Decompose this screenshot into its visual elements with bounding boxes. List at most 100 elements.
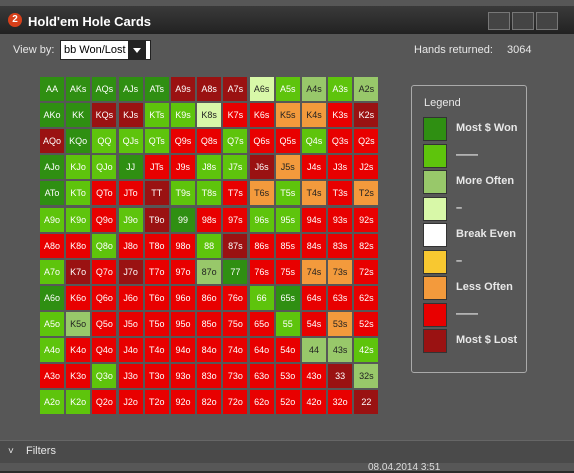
hand-cell[interactable]: J5s [275,155,300,180]
hand-cell[interactable]: QTo [92,181,117,206]
hand-cell[interactable]: 54o [275,338,300,362]
hand-cell[interactable]: 63o [249,364,274,389]
hand-cell[interactable]: 43o [302,364,326,389]
hand-cell[interactable]: 87o [197,259,222,284]
hand-cell[interactable]: K8s [197,103,222,128]
hand-cell[interactable]: 73o [223,364,248,389]
hand-cell[interactable]: ATo [40,181,64,206]
hand-cell[interactable]: 72s [354,259,379,284]
hand-cell[interactable]: Q9o [92,207,117,232]
hand-cell[interactable]: T6s [249,181,274,206]
hand-cell[interactable]: A2o [40,390,64,415]
hand-cell[interactable]: 64s [302,285,326,310]
hand-cell[interactable]: K9s [171,103,195,128]
hand-cell[interactable]: 53o [275,364,300,389]
hand-cell[interactable]: 87s [223,233,248,258]
hand-cell[interactable]: 52s [354,311,379,336]
hand-cell[interactable]: 82o [197,390,222,415]
hand-cell[interactable]: Q4s [302,129,326,154]
hand-cell[interactable]: 65o [249,311,274,336]
hand-cell[interactable]: J2o [118,390,143,415]
hand-cell[interactable]: 98s [197,207,222,232]
hand-cell[interactable]: J3o [118,364,143,389]
hand-cell[interactable]: 64o [249,338,274,362]
hand-cell[interactable]: AKs [66,77,91,101]
dropdown-arrow[interactable] [128,41,146,59]
hand-cell[interactable]: 43s [328,338,353,362]
hand-cell[interactable]: 83o [197,364,222,389]
hand-cell[interactable]: 93s [328,207,353,232]
hand-cell[interactable]: J8s [197,155,222,180]
hand-cell[interactable]: QJs [118,129,143,154]
hand-cell[interactable]: JJ [118,155,143,180]
hand-cell[interactable]: 74s [302,259,326,284]
hand-cell[interactable]: AJo [40,155,64,180]
hand-cell[interactable]: Q7s [223,129,248,154]
hand-cell[interactable]: 44 [302,338,326,362]
hand-cell[interactable]: J3s [328,155,353,180]
hand-cell[interactable]: 92s [354,207,379,232]
hand-cell[interactable]: J6o [118,285,143,310]
hand-cell[interactable]: 32s [354,364,379,389]
hand-cell[interactable]: 83s [328,233,353,258]
hand-cell[interactable]: 52o [275,390,300,415]
hand-cell[interactable]: 72o [223,390,248,415]
hand-cell[interactable]: KJs [118,103,143,128]
hand-cell[interactable]: A9o [40,207,64,232]
hand-cell[interactable]: T4o [144,338,169,362]
hand-cell[interactable]: A5o [40,311,64,336]
filters-bar[interactable]: ˅ Filters [0,440,574,463]
hand-cell[interactable]: KQs [92,103,117,128]
hand-cell[interactable]: T4s [302,181,326,206]
hand-cell[interactable]: QJo [92,155,117,180]
hand-cell[interactable]: K7s [223,103,248,128]
hand-cell[interactable]: 55 [275,311,300,336]
hand-cell[interactable]: 88 [197,233,222,258]
hand-cell[interactable]: AA [40,77,64,101]
hand-cell[interactable]: T7s [223,181,248,206]
hand-cell[interactable]: J2s [354,155,379,180]
hand-cell[interactable]: A3s [328,77,353,101]
hand-cell[interactable]: J7s [223,155,248,180]
hand-cell[interactable]: K2s [354,103,379,128]
hand-cell[interactable]: K6o [66,285,91,310]
hand-cell[interactable]: 96s [249,207,274,232]
hand-cell[interactable]: KJo [66,155,91,180]
hand-cell[interactable]: 82s [354,233,379,258]
hand-cell[interactable]: 53s [328,311,353,336]
hand-cell[interactable]: 86s [249,233,274,258]
hand-cell[interactable]: T5o [144,311,169,336]
hand-cell[interactable]: 62s [354,285,379,310]
hand-cell[interactable]: Q3s [328,129,353,154]
hand-cell[interactable]: J8o [118,233,143,258]
hand-cell[interactable]: K6s [249,103,274,128]
hand-cell[interactable]: Q2o [92,390,117,415]
hand-cell[interactable]: K3o [66,364,91,389]
hand-cell[interactable]: KTo [66,181,91,206]
hand-cell[interactable]: 93o [171,364,195,389]
hand-cell[interactable]: Q8o [92,233,117,258]
hand-cell[interactable]: 76o [223,285,248,310]
hand-cell[interactable]: T9s [171,181,195,206]
hand-cell[interactable]: T2s [354,181,379,206]
hand-cell[interactable]: 73s [328,259,353,284]
hand-cell[interactable]: 85o [197,311,222,336]
hand-cell[interactable]: K9o [66,207,91,232]
hand-cell[interactable]: 92o [171,390,195,415]
close-button[interactable] [536,12,558,30]
hand-cell[interactable]: A8o [40,233,64,258]
hand-cell[interactable]: AQo [40,129,64,154]
hand-cell[interactable]: 75o [223,311,248,336]
hand-cell[interactable]: ATs [144,77,169,101]
hand-cell[interactable]: 98o [171,233,195,258]
hand-cell[interactable]: T3s [328,181,353,206]
hand-cell[interactable]: 63s [328,285,353,310]
hand-cell[interactable]: KQo [66,129,91,154]
hand-cell[interactable]: J4o [118,338,143,362]
hand-cell[interactable]: K5s [275,103,300,128]
hand-cell[interactable]: T9o [144,207,169,232]
hand-cell[interactable]: K2o [66,390,91,415]
hand-cell[interactable]: K7o [66,259,91,284]
hand-cell[interactable]: 22 [354,390,379,415]
hand-cell[interactable]: 62o [249,390,274,415]
